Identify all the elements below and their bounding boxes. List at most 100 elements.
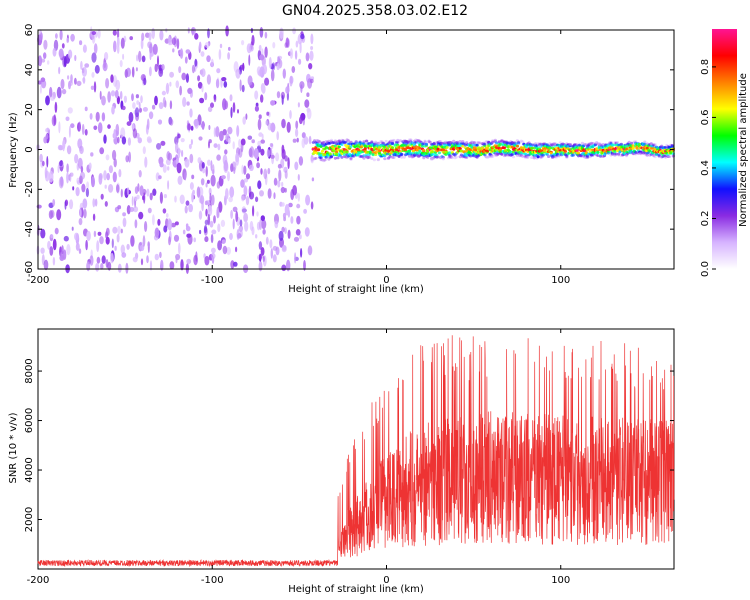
spectrogram-cell [175, 80, 180, 89]
spectrogram-cell [282, 212, 287, 219]
spectrogram-cell [255, 234, 258, 239]
spectrogram-cell [316, 148, 321, 152]
spectrogram-cell [274, 220, 279, 229]
spectrogram-cell [206, 55, 211, 63]
spectrogram-cell [213, 215, 216, 224]
spectrogram-cell [376, 141, 380, 145]
spectrogram-cell [137, 137, 142, 144]
spectrogram-cell [99, 147, 105, 155]
spectrogram-cell [294, 252, 297, 264]
spectrogram-cell [148, 111, 154, 120]
spectrogram-cell [218, 201, 223, 213]
spectrogram-cell [52, 47, 57, 57]
spectrogram-cell [110, 252, 114, 264]
spectrogram-cell [61, 88, 67, 95]
spectrogram-cell [277, 163, 282, 169]
spectrogram-cell [69, 199, 74, 210]
spectrogram-cell [171, 37, 177, 46]
spectrogram-cell [83, 208, 87, 219]
spectrogram-cell [281, 226, 285, 233]
spectrogram-cell [273, 192, 276, 200]
spectrogram-cell [124, 69, 128, 78]
spectrogram-cell [219, 130, 224, 142]
spectrogram-cell [584, 151, 588, 155]
spectrogram-cell [222, 245, 228, 255]
spectrogram-cell [485, 149, 490, 153]
spectrogram-cell [149, 51, 152, 61]
spectrogram-cell [536, 155, 540, 159]
spectrogram-cell [142, 235, 146, 247]
spectrogram-cell [307, 245, 313, 256]
spectrogram-cell [284, 187, 287, 193]
spectrogram-cell [580, 141, 585, 145]
spectrogram-cell [206, 74, 211, 85]
spectrogram-cell [113, 40, 117, 53]
spectrogram-cell [185, 73, 189, 83]
spectrogram-cell [259, 27, 264, 38]
spectrogram-cell [90, 85, 95, 91]
spectrogram-cell [358, 140, 362, 144]
spectrogram-cell [277, 180, 281, 188]
spectrogram-cells [36, 25, 676, 274]
spectrogram-cell [235, 152, 240, 163]
spectrogram-cell [260, 168, 263, 175]
spectrogram-cell [465, 141, 469, 145]
spectrogram-cell [336, 148, 340, 152]
spectrogram-cell [654, 153, 659, 156]
spectrogram-cell [189, 153, 194, 164]
spectrogram-cell [332, 146, 336, 150]
spectrogram-cell [116, 233, 120, 243]
spectrogram-cell [177, 147, 181, 159]
spectrogram-cell [61, 43, 65, 49]
spectrogram-cell [221, 77, 227, 82]
x-tick-label: -100 [201, 575, 224, 586]
spectrogram-cell [206, 179, 210, 184]
spectrogram-cell [95, 262, 100, 272]
spectrogram-cell [92, 198, 96, 208]
y-tick-label: 60 [24, 24, 35, 37]
spectrogram-cell [160, 140, 166, 146]
spectrogram-cell [270, 100, 276, 106]
spectrogram-cell [161, 90, 166, 96]
spectrogram-cell [236, 229, 240, 240]
spectrogram-cell [189, 108, 193, 118]
spectrogram-y-axis-label: Frequency (Hz) [8, 112, 19, 188]
spectrogram-cell [54, 101, 58, 113]
spectrogram-cell [323, 153, 327, 157]
spectrogram-cell [298, 58, 302, 65]
spectrogram-cell [39, 153, 43, 163]
spectrogram-cell [648, 149, 652, 153]
spectrogram-cell [459, 149, 464, 153]
spectrogram-cell [420, 145, 425, 148]
spectrogram-cell [436, 155, 440, 159]
spectrogram-cell [79, 171, 86, 180]
spectrogram-cell [113, 158, 117, 168]
spectrogram-cell [229, 94, 233, 102]
spectrogram-cell [230, 260, 235, 269]
spectrogram-cell [504, 153, 508, 157]
spectrogram-cell [56, 209, 62, 221]
spectrogram-cell [121, 105, 126, 111]
spectrogram-cell [54, 227, 59, 235]
spectrogram-cell [184, 171, 187, 181]
spectrogram-cell [596, 154, 600, 158]
spectrogram-cell [131, 66, 135, 78]
spectrogram-cell [236, 125, 240, 137]
spectrogram-cell [199, 97, 205, 104]
snr-x-ticks: -200 -100 0 100 [27, 329, 570, 586]
spectrogram-cell [105, 236, 110, 245]
spectrogram-cell [148, 32, 152, 41]
spectrogram-cell [132, 102, 136, 109]
spectrogram-cell [179, 85, 183, 96]
spectrogram-cell [547, 155, 551, 159]
spectrogram-cell [142, 195, 145, 201]
spectrogram-cell [295, 128, 299, 138]
spectrogram-cell [657, 153, 661, 157]
spectrogram-cell [62, 141, 65, 152]
spectrogram-cell [394, 148, 399, 152]
spectrogram-cell [532, 156, 536, 160]
spectrogram-cell [232, 102, 236, 113]
spectrogram-cell [378, 151, 382, 155]
spectrogram-cell [281, 118, 286, 129]
colorbar-label: Normalized spectral amplitude [738, 73, 749, 227]
